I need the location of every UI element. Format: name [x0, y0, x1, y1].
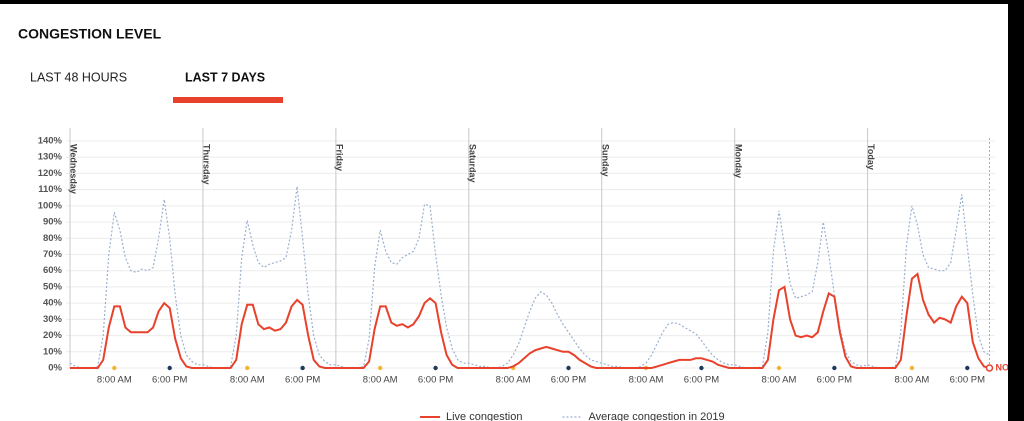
panel: CONGESTION LEVEL LAST 48 HOURS LAST 7 DA… — [0, 4, 1008, 421]
x-tick-label: 8:00 AM — [894, 375, 929, 386]
day-label: Wednesday — [69, 144, 79, 194]
title: CONGESTION LEVEL — [18, 26, 162, 42]
y-tick-label: 130% — [38, 152, 63, 163]
day-label: Thursday — [202, 144, 212, 185]
chart: CONGESTION LEVEL LAST 48 HOURS LAST 7 DA… — [18, 26, 1008, 421]
x-tick-label: 8:00 AM — [363, 375, 398, 386]
x-tick-label: 8:00 AM — [97, 375, 132, 386]
day-label: Friday — [334, 144, 344, 171]
x-tick-dot — [433, 365, 438, 371]
x-tick-dot — [377, 365, 383, 371]
x-tick-label: 6:00 PM — [684, 375, 719, 386]
y-tick-label: 80% — [43, 233, 63, 244]
x-tick-dot — [245, 365, 250, 371]
day-label: Sunday — [600, 144, 610, 177]
y-tick-label: 50% — [43, 281, 63, 292]
legend-label: Live congestion — [446, 411, 522, 421]
x-tick-dot — [566, 365, 571, 371]
x-tick-label: 8:00 AM — [230, 375, 265, 386]
y-tick-label: 90% — [43, 217, 63, 228]
y-tick-label: 70% — [43, 249, 63, 260]
tab-underline — [173, 97, 283, 103]
day-label: Saturday — [467, 144, 477, 183]
y-tick-label: 120% — [38, 168, 63, 179]
x-tick-label: 8:00 AM — [762, 375, 797, 386]
y-tick-label: 10% — [43, 346, 63, 357]
tab-active[interactable]: LAST 7 DAYS — [185, 70, 265, 84]
y-tick-label: 100% — [38, 200, 63, 211]
x-tick-dot — [909, 365, 915, 371]
y-tick-label: 40% — [43, 298, 63, 309]
x-tick-dot — [167, 365, 172, 371]
day-label: Monday — [733, 144, 743, 178]
series-line — [70, 272, 990, 369]
x-tick-label: 8:00 AM — [496, 375, 531, 386]
now-point — [985, 364, 994, 372]
x-tick-dot — [112, 365, 117, 371]
x-tick-label: 8:00 AM — [629, 375, 664, 386]
x-tick-label: 6:00 PM — [551, 375, 586, 386]
now-label: NOW — [995, 362, 1008, 372]
x-tick-dot — [832, 365, 837, 371]
x-tick-label: 6:00 PM — [152, 375, 187, 386]
day-label: Today — [866, 144, 876, 170]
tab[interactable]: LAST 48 HOURS — [30, 70, 127, 84]
y-tick-label: 60% — [43, 265, 63, 276]
y-tick-label: 110% — [38, 184, 62, 195]
x-tick-label: 6:00 PM — [285, 375, 320, 386]
y-tick-label: 30% — [43, 314, 63, 325]
x-tick-dot — [776, 365, 782, 371]
x-tick-dot — [699, 365, 704, 371]
series-line — [69, 186, 990, 369]
x-tick-label: 6:00 PM — [817, 375, 852, 386]
y-tick-label: 140% — [38, 136, 63, 147]
x-tick-dot — [965, 365, 970, 371]
x-tick-label: 6:00 PM — [950, 375, 985, 386]
x-tick-label: 6:00 PM — [418, 375, 453, 386]
legend-label: Average congestion in 2019 — [588, 411, 724, 421]
x-tick-dot — [300, 365, 305, 371]
y-tick-label: 20% — [43, 330, 63, 341]
y-tick-label: 0% — [48, 363, 62, 374]
